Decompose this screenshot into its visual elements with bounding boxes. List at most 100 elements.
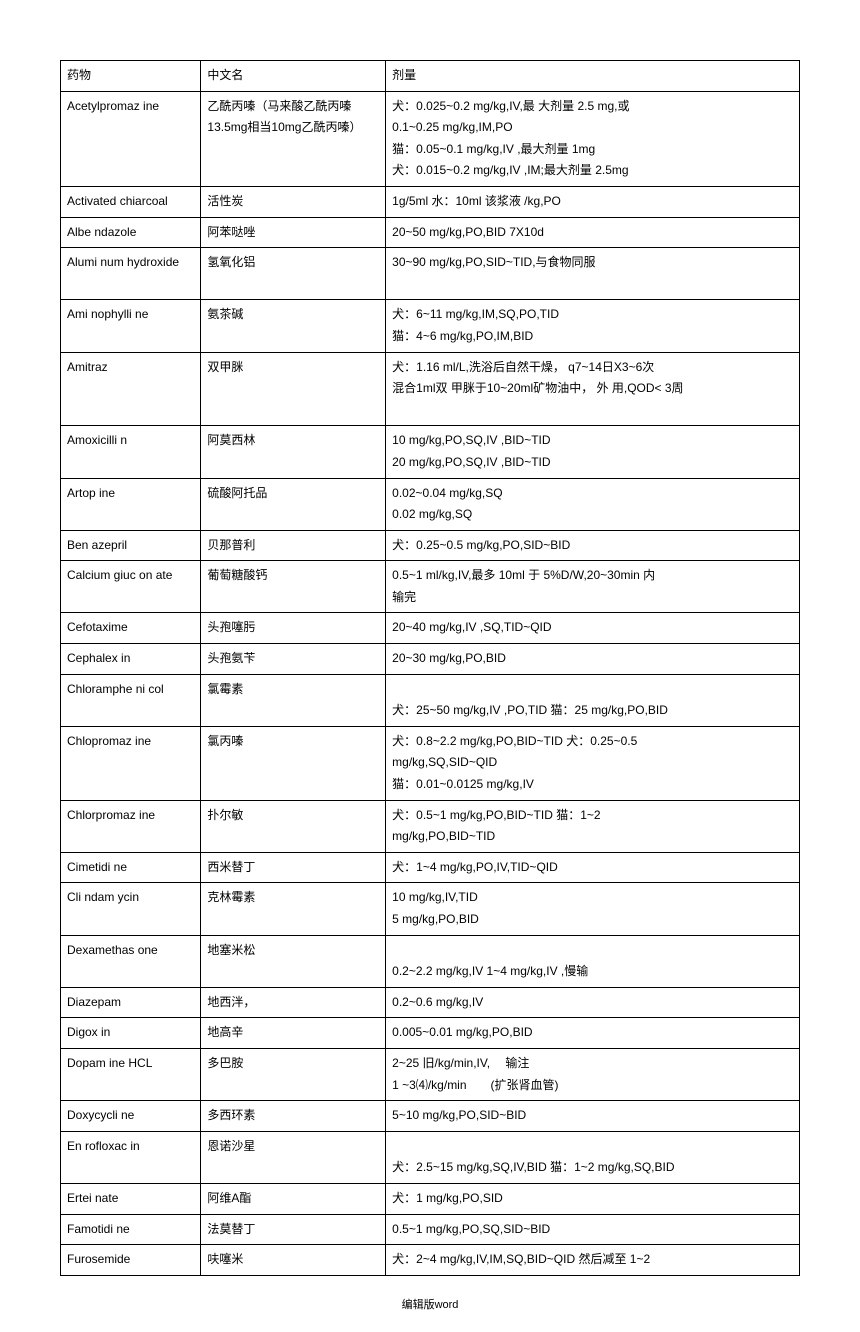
cell-dosage: 犬：1 mg/kg,PO,SID — [386, 1183, 800, 1214]
table-row: Cli ndam ycin克林霉素10 mg/kg,IV,TID5 mg/kg,… — [61, 883, 800, 935]
table-row: Amoxicilli n阿莫西林10 mg/kg,PO,SQ,IV ,BID~T… — [61, 426, 800, 478]
cell-dosage: 10 mg/kg,PO,SQ,IV ,BID~TID20 mg/kg,PO,SQ… — [386, 426, 800, 478]
table-row: Ertei nate阿维A酯犬：1 mg/kg,PO,SID — [61, 1183, 800, 1214]
cell-dosage: 犬：2~4 mg/kg,IV,IM,SQ,BID~QID 然后减至 1~2 — [386, 1245, 800, 1276]
cell-chinese: 多巴胺 — [201, 1048, 386, 1100]
cell-chinese: 阿苯哒唑 — [201, 217, 386, 248]
cell-dosage: 0.2~2.2 mg/kg,IV 1~4 mg/kg,IV ,慢输 — [386, 935, 800, 987]
cell-dosage: 0.5~1 mg/kg,PO,SQ,SID~BID — [386, 1214, 800, 1245]
cell-dosage: 犬：0.025~0.2 mg/kg,IV,最 大剂量 2.5 mg,或0.1~0… — [386, 91, 800, 186]
table-row: Doxycycli ne多西环素5~10 mg/kg,PO,SID~BID — [61, 1101, 800, 1132]
cell-drug: Doxycycli ne — [61, 1101, 201, 1132]
cell-drug: Furosemide — [61, 1245, 201, 1276]
table-row: Cefotaxime头孢噻肟20~40 mg/kg,IV ,SQ,TID~QID — [61, 613, 800, 644]
cell-drug: Cimetidi ne — [61, 852, 201, 883]
cell-dosage: 1g/5ml 水：10ml 该浆液 /kg,PO — [386, 186, 800, 217]
cell-dosage: 10 mg/kg,IV,TID5 mg/kg,PO,BID — [386, 883, 800, 935]
cell-dosage: 20~40 mg/kg,IV ,SQ,TID~QID — [386, 613, 800, 644]
cell-drug: Albe ndazole — [61, 217, 201, 248]
cell-drug: Famotidi ne — [61, 1214, 201, 1245]
cell-chinese: 贝那普利 — [201, 530, 386, 561]
cell-dosage: 20~50 mg/kg,PO,BID 7X10d — [386, 217, 800, 248]
cell-dosage: 犬：0.5~1 mg/kg,PO,BID~TID 猫：1~2mg/kg,PO,B… — [386, 800, 800, 852]
table-row: Acetylpromaz ine乙酰丙嗪（马来酸乙酰丙嗪 13.5mg相当10m… — [61, 91, 800, 186]
table-row: Ami nophylli ne氨茶碱犬：6~11 mg/kg,IM,SQ,PO,… — [61, 300, 800, 352]
cell-drug: Chloramphe ni col — [61, 674, 201, 726]
cell-dosage: 犬：6~11 mg/kg,IM,SQ,PO,TID猫：4~6 mg/kg,PO,… — [386, 300, 800, 352]
cell-dosage: 30~90 mg/kg,PO,SID~TID,与食物同服 — [386, 248, 800, 300]
cell-chinese: 阿莫西林 — [201, 426, 386, 478]
cell-chinese: 扑尔敏 — [201, 800, 386, 852]
table-header-row: 药物 中文名 剂量 — [61, 61, 800, 92]
cell-drug: Digox in — [61, 1018, 201, 1049]
cell-drug: Ami nophylli ne — [61, 300, 201, 352]
cell-chinese: 葡萄糖酸钙 — [201, 561, 386, 613]
cell-drug: Cephalex in — [61, 644, 201, 675]
cell-drug: Diazepam — [61, 987, 201, 1018]
cell-dosage: 犬：1~4 mg/kg,PO,IV,TID~QID — [386, 852, 800, 883]
cell-chinese: 西米替丁 — [201, 852, 386, 883]
cell-chinese: 克林霉素 — [201, 883, 386, 935]
table-row: Artop ine硫酸阿托品0.02~0.04 mg/kg,SQ0.02 mg/… — [61, 478, 800, 530]
cell-chinese: 地高辛 — [201, 1018, 386, 1049]
cell-dosage: 0.5~1 ml/kg,IV,最多 10ml 于 5%D/W,20~30min … — [386, 561, 800, 613]
cell-drug: En rofloxac in — [61, 1131, 201, 1183]
cell-chinese: 氯霉素 — [201, 674, 386, 726]
cell-drug: Calcium giuc on ate — [61, 561, 201, 613]
cell-dosage: 犬：2.5~15 mg/kg,SQ,IV,BID 猫：1~2 mg/kg,SQ,… — [386, 1131, 800, 1183]
cell-drug: Artop ine — [61, 478, 201, 530]
table-row: Digox in地高辛0.005~0.01 mg/kg,PO,BID — [61, 1018, 800, 1049]
cell-drug: Cefotaxime — [61, 613, 201, 644]
page-footer: 编辑版word — [60, 1296, 800, 1312]
cell-dosage: 0.2~0.6 mg/kg,IV — [386, 987, 800, 1018]
cell-drug: Acetylpromaz ine — [61, 91, 201, 186]
cell-dosage: 犬：0.25~0.5 mg/kg,PO,SID~BID — [386, 530, 800, 561]
table-row: Calcium giuc on ate葡萄糖酸钙0.5~1 ml/kg,IV,最… — [61, 561, 800, 613]
table-row: Activated chiarcoal活性炭1g/5ml 水：10ml 该浆液 … — [61, 186, 800, 217]
drug-table: 药物 中文名 剂量 Acetylpromaz ine乙酰丙嗪（马来酸乙酰丙嗪 1… — [60, 60, 800, 1276]
cell-dosage: 5~10 mg/kg,PO,SID~BID — [386, 1101, 800, 1132]
cell-chinese: 氯丙嗪 — [201, 726, 386, 800]
table-row: Amitraz双甲脒犬：1.16 ml/L,洗浴后自然干燥， q7~14日X3~… — [61, 352, 800, 426]
header-chinese: 中文名 — [201, 61, 386, 92]
table-row: Furosemide呋噻米犬：2~4 mg/kg,IV,IM,SQ,BID~QI… — [61, 1245, 800, 1276]
cell-chinese: 多西环素 — [201, 1101, 386, 1132]
cell-dosage: 犬：1.16 ml/L,洗浴后自然干燥， q7~14日X3~6次混合1ml双 甲… — [386, 352, 800, 426]
cell-chinese: 阿维A酯 — [201, 1183, 386, 1214]
cell-drug: Alumi num hydroxide — [61, 248, 201, 300]
table-row: Chloramphe ni col氯霉素 犬：25~50 mg/kg,IV ,P… — [61, 674, 800, 726]
table-row: Dopam ine HCL多巴胺2~25 旧/kg/min,IV, 输注1 ~3… — [61, 1048, 800, 1100]
cell-drug: Dopam ine HCL — [61, 1048, 201, 1100]
cell-drug: Ertei nate — [61, 1183, 201, 1214]
cell-dosage: 2~25 旧/kg/min,IV, 输注1 ~3⑷/kg/min (扩张肾血管) — [386, 1048, 800, 1100]
cell-drug: Amitraz — [61, 352, 201, 426]
table-row: Diazepam地西泮，0.2~0.6 mg/kg,IV — [61, 987, 800, 1018]
cell-drug: Cli ndam ycin — [61, 883, 201, 935]
cell-chinese: 恩诺沙星 — [201, 1131, 386, 1183]
cell-drug: Amoxicilli n — [61, 426, 201, 478]
cell-chinese: 乙酰丙嗪（马来酸乙酰丙嗪 13.5mg相当10mg乙酰丙嗪） — [201, 91, 386, 186]
table-row: Ben azepril贝那普利犬：0.25~0.5 mg/kg,PO,SID~B… — [61, 530, 800, 561]
cell-chinese: 法莫替丁 — [201, 1214, 386, 1245]
cell-dosage: 犬：25~50 mg/kg,IV ,PO,TID 猫：25 mg/kg,PO,B… — [386, 674, 800, 726]
cell-chinese: 活性炭 — [201, 186, 386, 217]
cell-chinese: 头孢噻肟 — [201, 613, 386, 644]
table-row: Albe ndazole阿苯哒唑20~50 mg/kg,PO,BID 7X10d — [61, 217, 800, 248]
table-row: Dexamethas one地塞米松 0.2~2.2 mg/kg,IV 1~4 … — [61, 935, 800, 987]
cell-dosage: 犬：0.8~2.2 mg/kg,PO,BID~TID 犬：0.25~0.5mg/… — [386, 726, 800, 800]
cell-chinese: 头孢氨苄 — [201, 644, 386, 675]
cell-drug: Chlorpromaz ine — [61, 800, 201, 852]
cell-chinese: 地塞米松 — [201, 935, 386, 987]
table-row: Famotidi ne法莫替丁0.5~1 mg/kg,PO,SQ,SID~BID — [61, 1214, 800, 1245]
table-row: En rofloxac in恩诺沙星 犬：2.5~15 mg/kg,SQ,IV,… — [61, 1131, 800, 1183]
cell-chinese: 双甲脒 — [201, 352, 386, 426]
header-drug: 药物 — [61, 61, 201, 92]
table-row: Chlopromaz ine氯丙嗪犬：0.8~2.2 mg/kg,PO,BID~… — [61, 726, 800, 800]
cell-chinese: 氢氧化铝 — [201, 248, 386, 300]
cell-dosage: 0.005~0.01 mg/kg,PO,BID — [386, 1018, 800, 1049]
cell-drug: Dexamethas one — [61, 935, 201, 987]
cell-drug: Activated chiarcoal — [61, 186, 201, 217]
header-dosage: 剂量 — [386, 61, 800, 92]
cell-chinese: 呋噻米 — [201, 1245, 386, 1276]
table-row: Alumi num hydroxide氢氧化铝30~90 mg/kg,PO,SI… — [61, 248, 800, 300]
